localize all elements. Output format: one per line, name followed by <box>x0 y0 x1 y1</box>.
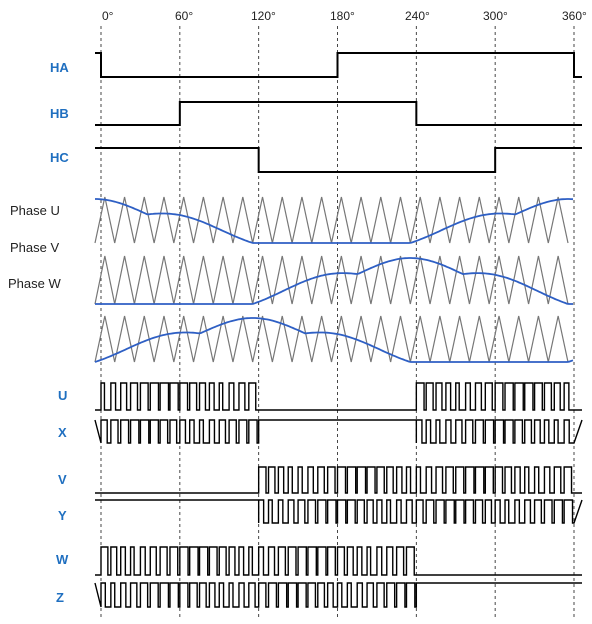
pwm-wave-w <box>95 546 582 576</box>
pwm-wave-x <box>94 419 583 444</box>
angle-label-300: 300° <box>483 9 508 23</box>
angle-label-0: 0° <box>102 9 114 23</box>
pwm-wave-u <box>95 382 582 411</box>
hall-label-hc: HC <box>50 150 69 165</box>
angle-label-60: 60° <box>175 9 193 23</box>
modulating-wave-2 <box>95 257 573 305</box>
pwm-gate-traces <box>94 382 583 608</box>
pwm-wave-y <box>95 499 583 524</box>
modulating-wave-3 <box>94 317 574 363</box>
hall-wave-ha <box>95 52 582 78</box>
phase-label-u: Phase U <box>10 203 60 218</box>
pwm-label-w: W <box>56 552 69 567</box>
pwm-label-z: Z <box>56 590 64 605</box>
hall-wave-hc <box>95 147 582 173</box>
pwm-label-y: Y <box>58 508 67 523</box>
angle-label-360: 360° <box>562 9 587 23</box>
hall-wave-hb <box>95 101 582 126</box>
carrier-wave-3 <box>94 315 569 363</box>
phase-modulation-traces <box>94 196 574 363</box>
pwm-wave-v <box>95 466 582 494</box>
carrier-wave-1 <box>94 196 569 244</box>
modulating-wave-1 <box>95 198 574 244</box>
pwm-label-x: X <box>58 425 67 440</box>
hall-sensor-traces <box>95 52 582 173</box>
degree-guide-lines <box>100 26 575 620</box>
angle-label-120: 120° <box>251 9 276 23</box>
pwm-label-u: U <box>58 388 67 403</box>
angle-label-240: 240° <box>405 9 430 23</box>
pwm-label-v: V <box>58 472 67 487</box>
hall-label-hb: HB <box>50 106 69 121</box>
angle-label-180: 180° <box>330 9 355 23</box>
pwm-wave-z <box>94 582 582 608</box>
phase-label-w: Phase W <box>8 276 61 291</box>
phase-label-v: Phase V <box>10 240 59 255</box>
hall-label-ha: HA <box>50 60 69 75</box>
carrier-wave-2 <box>94 255 569 305</box>
